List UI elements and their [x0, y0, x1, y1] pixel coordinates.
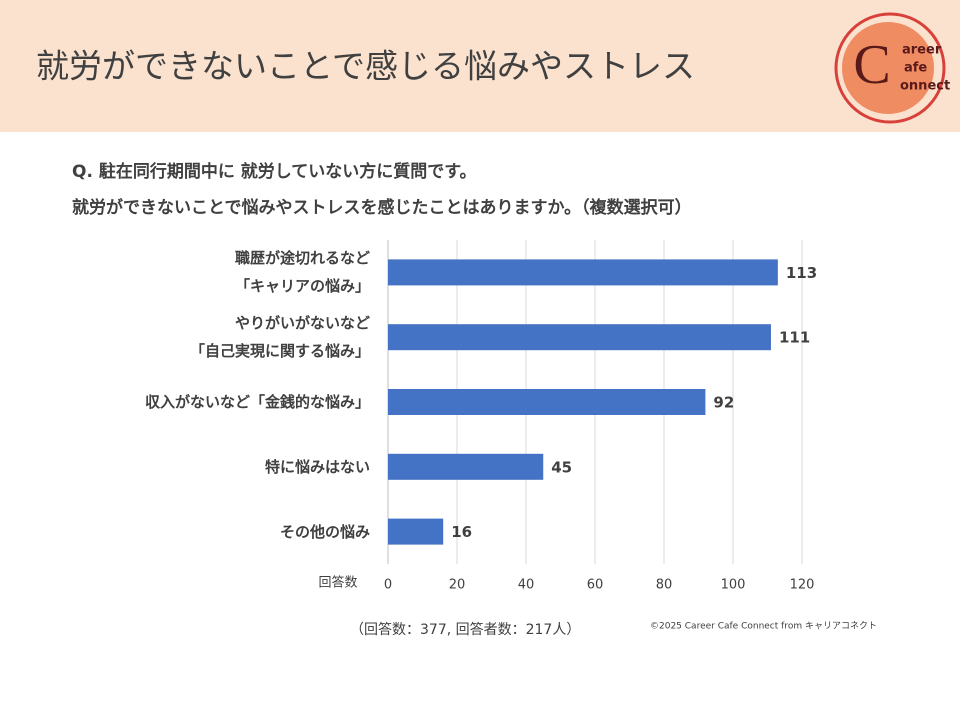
- note: （回答数：377, 回答者数：217人）: [350, 621, 580, 638]
- bar: [388, 324, 771, 351]
- x-tick-label: 60: [587, 578, 604, 593]
- category-label: 特に悩みはない: [264, 457, 370, 476]
- x-tick-label: 20: [449, 578, 466, 593]
- x-tick-label: 0: [384, 578, 392, 593]
- data-label: 113: [786, 264, 817, 282]
- logo-text: onnect: [900, 79, 950, 94]
- category-label: 職歴が途切れるなど 「キャリアの悩み」: [234, 249, 370, 296]
- logo-circle: [842, 22, 934, 114]
- logo-text: afe: [904, 61, 927, 76]
- header-band: [0, 0, 960, 132]
- question-line: 就労ができないことで悩みやストレスを感じたことはありますか。（複数選択可）: [72, 197, 692, 218]
- data-label: 16: [451, 523, 472, 541]
- x-tick-label: 100: [721, 578, 746, 593]
- x-tick-label: 80: [656, 578, 673, 593]
- x-tick-label: 40: [518, 578, 535, 593]
- category-label: その他の悩み: [279, 522, 370, 541]
- logo-ring: [834, 12, 946, 124]
- question-line: Q. 駐在同行期間中に 就労していない方に質問です。: [72, 161, 477, 182]
- slide-title: 就労ができないことで感じる悩みやストレス: [36, 47, 695, 86]
- category-label: やりがいがないなど 「自己実現に関する悩み」: [189, 314, 370, 361]
- x-tick-label: 120: [790, 578, 815, 593]
- bar: [388, 259, 778, 286]
- data-label: 111: [779, 329, 810, 347]
- logo-text: areer: [902, 43, 942, 58]
- category-label: 収入がないなど「金銭的な悩み」: [144, 393, 370, 411]
- bar: [388, 389, 706, 415]
- copyright: ©2025 Career Cafe Connect from キャリアコネクト: [650, 621, 877, 632]
- bar: [388, 518, 444, 545]
- data-label: 92: [713, 394, 734, 412]
- data-label: 45: [551, 458, 572, 476]
- bar: [388, 453, 544, 480]
- logo-initial: C: [853, 34, 890, 96]
- x-axis-label: 回答数: [318, 575, 357, 591]
